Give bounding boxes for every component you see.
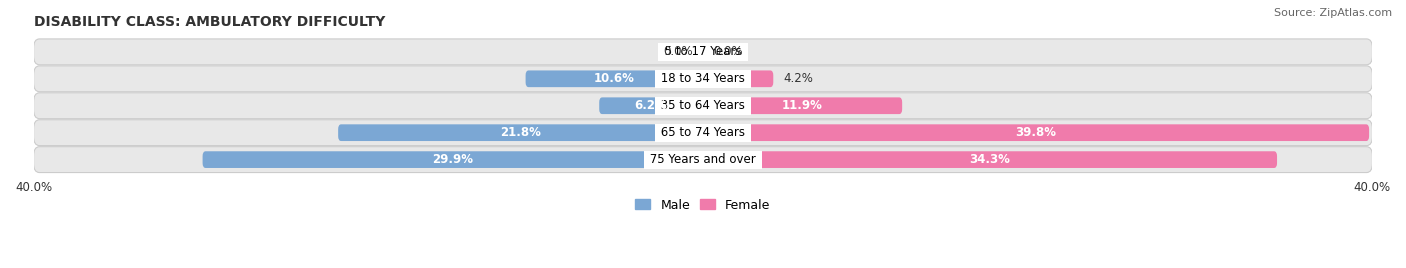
Text: Source: ZipAtlas.com: Source: ZipAtlas.com [1274,8,1392,18]
FancyBboxPatch shape [599,97,703,114]
FancyBboxPatch shape [703,124,1369,141]
FancyBboxPatch shape [339,124,703,141]
FancyBboxPatch shape [34,120,1372,146]
Text: 34.3%: 34.3% [970,153,1011,166]
Text: 11.9%: 11.9% [782,99,823,112]
FancyBboxPatch shape [34,66,1372,92]
Text: 65 to 74 Years: 65 to 74 Years [657,126,749,139]
Text: 39.8%: 39.8% [1015,126,1056,139]
Text: 5 to 17 Years: 5 to 17 Years [661,45,745,58]
FancyBboxPatch shape [703,97,903,114]
Text: 29.9%: 29.9% [432,153,474,166]
Text: 10.6%: 10.6% [593,72,634,85]
FancyBboxPatch shape [202,151,703,168]
Text: 35 to 64 Years: 35 to 64 Years [657,99,749,112]
Text: 0.0%: 0.0% [664,45,693,58]
Text: 6.2%: 6.2% [634,99,668,112]
FancyBboxPatch shape [703,70,773,87]
FancyBboxPatch shape [34,147,1372,173]
Text: 75 Years and over: 75 Years and over [647,153,759,166]
Text: 18 to 34 Years: 18 to 34 Years [657,72,749,85]
FancyBboxPatch shape [34,93,1372,119]
Text: DISABILITY CLASS: AMBULATORY DIFFICULTY: DISABILITY CLASS: AMBULATORY DIFFICULTY [34,15,385,29]
Text: 4.2%: 4.2% [783,72,813,85]
FancyBboxPatch shape [703,151,1277,168]
FancyBboxPatch shape [34,39,1372,65]
FancyBboxPatch shape [526,70,703,87]
Legend: Male, Female: Male, Female [630,193,776,217]
Text: 21.8%: 21.8% [501,126,541,139]
Text: 0.0%: 0.0% [713,45,742,58]
